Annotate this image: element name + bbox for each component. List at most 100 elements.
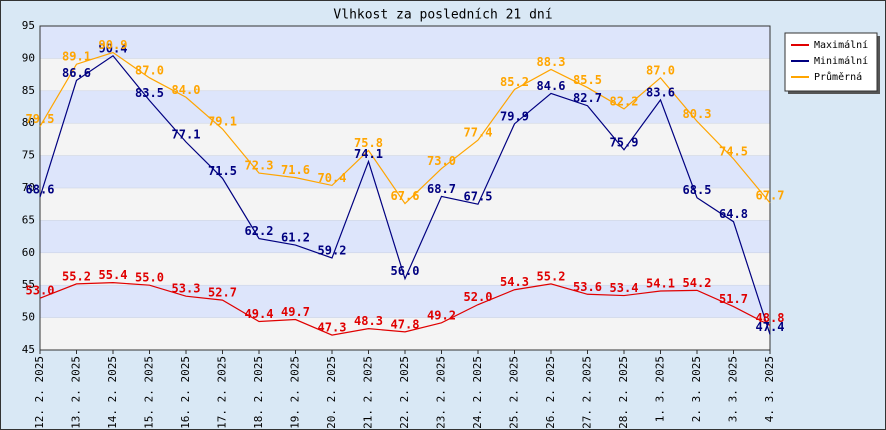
data-label: 85.5	[573, 73, 602, 87]
y-tick-label: 55	[22, 278, 35, 291]
y-tick-label: 75	[22, 149, 35, 162]
data-label: 67.6	[391, 189, 420, 203]
data-label: 55.2	[537, 269, 566, 283]
y-tick-label: 95	[22, 19, 35, 32]
series-line	[39, 55, 771, 335]
data-label: 47.4	[756, 320, 785, 334]
data-label: 48.8	[756, 311, 785, 325]
data-label: 68.6	[26, 183, 55, 197]
data-label: 72.3	[245, 159, 274, 173]
data-label: 79.1	[208, 115, 237, 129]
data-label: 49.2	[427, 308, 456, 322]
x-tick-label: 16. 2. 2025	[179, 356, 192, 429]
data-label: 80.3	[683, 107, 712, 121]
data-label: 74.5	[719, 144, 748, 158]
data-label: 86.6	[62, 66, 91, 80]
legend-label: Průměrná	[814, 71, 862, 83]
chart-title: Vlhkost za posledních 21 dní	[333, 8, 552, 23]
y-tick-label: 70	[22, 181, 35, 194]
data-label: 53.4	[610, 281, 639, 295]
x-tick-label: 23. 2. 2025	[435, 356, 448, 429]
data-label: 82.2	[610, 94, 639, 108]
data-label: 85.2	[500, 75, 529, 89]
data-label: 90.4	[99, 41, 128, 55]
x-tick-label: 25. 2. 2025	[508, 356, 521, 429]
data-label: 79.5	[26, 112, 55, 126]
x-tick-label: 12. 2. 2025	[33, 356, 46, 429]
data-label: 68.5	[683, 183, 712, 197]
x-tick-label: 19. 2. 2025	[289, 356, 302, 429]
data-label: 48.3	[354, 314, 383, 328]
grid-band	[40, 26, 770, 59]
y-tick-label: 45	[22, 343, 35, 356]
x-tick-label: 4. 3. 2025	[763, 356, 776, 422]
plot-border	[39, 25, 771, 351]
data-label: 54.2	[683, 276, 712, 290]
series-line	[39, 51, 771, 205]
x-tick-label: 3. 3. 2025	[727, 356, 740, 422]
data-label: 54.1	[646, 277, 675, 291]
data-label: 89.1	[62, 50, 91, 64]
data-label: 49.7	[281, 305, 310, 319]
data-label: 47.8	[391, 317, 420, 331]
data-label: 53.3	[172, 282, 201, 296]
data-label: 88.3	[537, 55, 566, 69]
data-label: 49.4	[245, 307, 274, 321]
data-label: 77.4	[464, 126, 493, 140]
data-label: 68.7	[427, 182, 456, 196]
data-label: 54.3	[500, 275, 529, 289]
x-tick-label: 13. 2. 2025	[70, 356, 83, 429]
x-tick-label: 17. 2. 2025	[216, 356, 229, 429]
data-label: 51.7	[719, 292, 748, 306]
data-label: 55.2	[62, 269, 91, 283]
data-label: 56.0	[391, 264, 420, 278]
x-tick-label: 14. 2. 2025	[106, 356, 119, 429]
x-tick-label: 24. 2. 2025	[471, 356, 484, 429]
grid-band	[40, 220, 770, 253]
y-tick-label: 90	[22, 51, 35, 64]
legend-label: Maximální	[814, 39, 868, 51]
data-label: 52.0	[464, 290, 493, 304]
y-tick-label: 60	[22, 246, 35, 259]
data-label: 55.0	[135, 271, 164, 285]
data-label: 53.0	[26, 284, 55, 298]
data-label: 64.8	[719, 207, 748, 221]
x-tick-label: 15. 2. 2025	[143, 356, 156, 429]
grid-band	[40, 90, 770, 124]
x-tick-label: 20. 2. 2025	[325, 356, 338, 429]
data-label: 71.6	[281, 163, 310, 177]
grid-band	[40, 155, 770, 188]
x-tick-label: 26. 2. 2025	[544, 356, 557, 429]
x-tick-label: 18. 2. 2025	[252, 356, 265, 429]
data-label: 75.8	[354, 136, 383, 150]
data-label: 74.1	[354, 147, 383, 161]
data-label: 84.0	[172, 83, 201, 97]
data-label: 90.9	[99, 38, 128, 52]
x-tick-label: 2. 3. 2025	[690, 356, 703, 422]
x-tick-label: 27. 2. 2025	[581, 356, 594, 429]
data-label: 70.4	[318, 171, 347, 185]
series-line	[39, 282, 771, 336]
data-label: 55.4	[99, 268, 128, 282]
data-label: 79.9	[500, 109, 529, 123]
data-label: 87.0	[646, 63, 675, 77]
y-tick-label: 50	[22, 311, 35, 324]
y-tick-label: 65	[22, 213, 35, 226]
data-label: 67.5	[464, 190, 493, 204]
data-label: 52.7	[208, 286, 237, 300]
data-label: 77.1	[172, 127, 201, 141]
data-label: 59.2	[318, 243, 347, 257]
x-tick-label: 1. 3. 2025	[654, 356, 667, 422]
data-label: 84.6	[537, 79, 566, 93]
data-label: 87.0	[135, 63, 164, 77]
y-tick-label: 80	[22, 116, 35, 129]
data-label: 82.7	[573, 91, 602, 105]
data-label: 83.6	[646, 85, 675, 99]
data-label: 53.6	[573, 280, 602, 294]
x-tick-label: 22. 2. 2025	[398, 356, 411, 429]
data-label: 47.3	[318, 321, 347, 335]
grid-band	[40, 285, 770, 318]
x-tick-label: 28. 2. 2025	[617, 356, 630, 429]
data-label: 62.2	[245, 224, 274, 238]
